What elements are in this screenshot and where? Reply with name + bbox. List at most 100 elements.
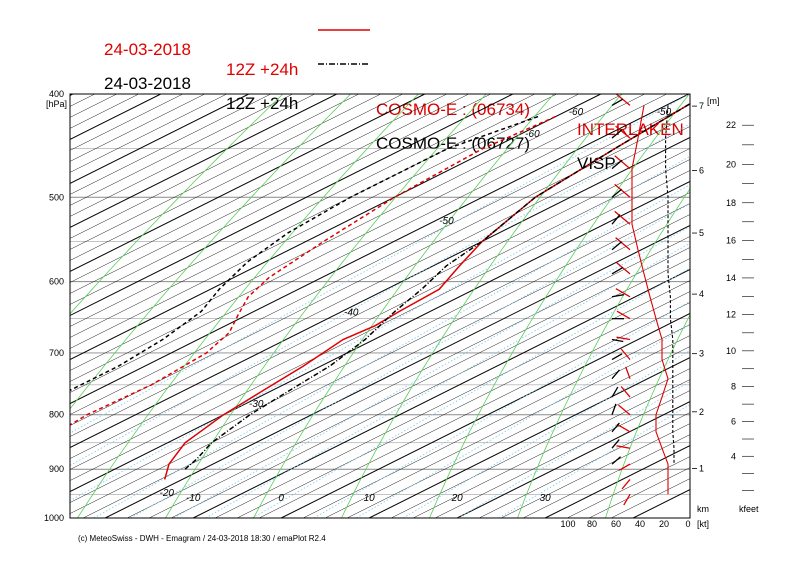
kfeet-tick-label: 12 bbox=[726, 310, 736, 320]
mixing-ratio-line bbox=[173, 225, 690, 518]
km-tick-label: 7 bbox=[699, 101, 704, 111]
y-tick-label: 700 bbox=[49, 348, 64, 358]
isotherm-line bbox=[104, 224, 690, 518]
dry-adiabat-line bbox=[70, 94, 284, 315]
title-interlaken-model: COSMO-E : (06734) bbox=[376, 100, 530, 119]
isotherm-line bbox=[127, 236, 690, 518]
wind-barb bbox=[623, 493, 631, 506]
isotherm-line bbox=[70, 180, 690, 493]
isotherm-line bbox=[391, 368, 690, 518]
wind-barb bbox=[615, 237, 631, 251]
title-visp: 24-03-2018 12Z +24h COSMO-E : (06727) VI… bbox=[0, 54, 800, 174]
wind-barb bbox=[611, 439, 620, 449]
x-bottom-label: 0 bbox=[278, 493, 284, 504]
isotherm-line bbox=[70, 94, 601, 361]
kfeet-tick-label: 14 bbox=[726, 273, 736, 283]
mixing-ratio-line bbox=[498, 404, 690, 518]
dry-adiabat-line bbox=[694, 94, 800, 518]
isotherm-line bbox=[171, 258, 690, 518]
wind-barb bbox=[620, 348, 631, 360]
profiles bbox=[70, 102, 690, 480]
isotherm-line bbox=[70, 94, 623, 371]
wind-barb bbox=[611, 338, 624, 343]
isotherm-line bbox=[70, 94, 315, 217]
isotherm-line bbox=[70, 94, 73, 96]
wind-profiles bbox=[611, 93, 675, 506]
dry-adiabat-line bbox=[70, 94, 351, 410]
plot-frame bbox=[69, 93, 691, 519]
isotherm-line bbox=[303, 324, 690, 518]
isotherm-line bbox=[456, 400, 690, 518]
mixing-ratio-line bbox=[313, 300, 690, 518]
isotherm-line bbox=[70, 94, 381, 250]
wind-speed-tick-label: 40 bbox=[635, 519, 645, 529]
isotherm-line bbox=[70, 94, 271, 195]
title-visp-run: 12Z +24h bbox=[226, 94, 299, 113]
isotherm-line bbox=[70, 94, 579, 349]
wind-speed-trace-visp bbox=[665, 105, 675, 465]
wind-barb bbox=[611, 386, 619, 398]
isotherm-line bbox=[523, 434, 690, 518]
wind-barb bbox=[611, 369, 620, 380]
km-tick-label: 4 bbox=[699, 289, 704, 299]
isotherm-label: -20 bbox=[160, 488, 175, 499]
mixing-ratio-line bbox=[458, 380, 690, 518]
wind-barb bbox=[618, 463, 631, 471]
isotherm-line bbox=[567, 456, 690, 518]
isotherm-line bbox=[70, 94, 491, 305]
isotherm-line bbox=[544, 445, 690, 518]
isotherm-line bbox=[368, 356, 690, 518]
isotherm-line bbox=[70, 94, 249, 184]
isotherm-line bbox=[0, 94, 51, 518]
isotherm-line bbox=[259, 302, 690, 518]
title-interlaken-date: 24-03-2018 bbox=[104, 40, 191, 59]
title-interlaken-run: 12Z +24h bbox=[226, 60, 299, 79]
km-tick-label: 1 bbox=[699, 464, 704, 474]
wind-barb bbox=[611, 159, 623, 170]
isotherm-line bbox=[70, 148, 690, 459]
y-unit-label: [hPa] bbox=[46, 99, 67, 109]
kfeet-tick-label: 18 bbox=[726, 198, 736, 208]
isotherm-line bbox=[70, 94, 469, 294]
isotherm-line bbox=[70, 94, 337, 229]
height-unit-label: [m] bbox=[707, 96, 720, 106]
x-bottom-label: 10 bbox=[364, 493, 376, 504]
mixing-ratio-line bbox=[205, 242, 690, 518]
wind-barb bbox=[611, 129, 623, 139]
x-bottom-label: 30 bbox=[540, 493, 552, 504]
legend-dashdot-line-icon bbox=[318, 63, 370, 65]
wind-barb bbox=[611, 98, 624, 106]
wind-barb bbox=[611, 353, 623, 361]
isotherm-line bbox=[70, 126, 690, 437]
isotherm-line bbox=[70, 136, 690, 449]
isotherm-line bbox=[70, 94, 403, 261]
wind-barb bbox=[611, 241, 623, 251]
y-tick-label: 800 bbox=[49, 410, 64, 420]
isotherm-line bbox=[70, 94, 535, 327]
wind-barb bbox=[625, 366, 631, 379]
kfeet-label: kfeet bbox=[739, 504, 759, 514]
isotherm-line bbox=[70, 94, 359, 239]
title-interlaken-station: INTERLAKEN bbox=[577, 120, 684, 139]
wind-speed-tick-label: 0 bbox=[685, 519, 690, 529]
isotherm-label: -40 bbox=[344, 307, 359, 318]
isotherm-label: -50 bbox=[439, 216, 454, 227]
isotherm-line bbox=[70, 115, 690, 426]
wind-barb bbox=[611, 403, 617, 415]
credit-line: (c) MeteoSwiss - DWH - Emagram / 24-03-2… bbox=[78, 534, 326, 543]
wind-barb bbox=[615, 125, 631, 139]
isotherm-line bbox=[280, 312, 690, 518]
kfeet-tick-label: 8 bbox=[731, 381, 736, 391]
isotherm-line bbox=[0, 94, 29, 518]
isotherm-line bbox=[70, 94, 205, 162]
isotherm-line bbox=[215, 280, 690, 518]
isotherm-line bbox=[70, 94, 513, 317]
isotherm-line bbox=[0, 94, 7, 518]
wind-barb bbox=[615, 288, 631, 298]
wind-barb bbox=[616, 310, 631, 320]
wind-barb bbox=[616, 262, 631, 275]
kfeet-tick-label: 20 bbox=[726, 159, 736, 169]
isotherm-line bbox=[237, 291, 690, 518]
km-tick-label: 5 bbox=[699, 228, 704, 238]
isotherm-line bbox=[70, 159, 690, 470]
